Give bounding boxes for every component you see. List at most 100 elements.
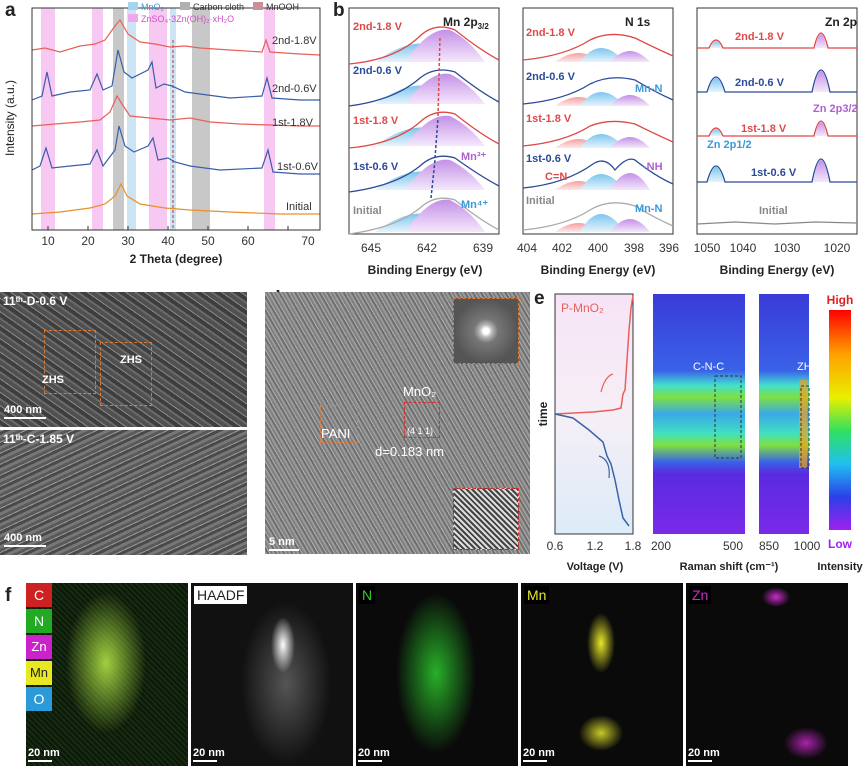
trace-1st-1.8V — [31, 94, 320, 127]
legend-n: N — [26, 609, 52, 633]
eds-haadf-map: HAADF 20 nm — [191, 583, 353, 766]
legend-mn: Mn — [26, 661, 52, 685]
trace-1st-0.6V — [31, 125, 320, 175]
n-trace-label: 1st-1.8 V — [526, 113, 572, 125]
d-spacing-label: d=0.183 nm — [375, 444, 445, 459]
mn-trace-label: 2nd-0.6 V — [353, 65, 403, 77]
xrd-axes — [31, 7, 321, 231]
zn-trace-label: 2nd-0.6 V — [735, 77, 785, 89]
n-label-mn-n-2: Mn-N — [635, 203, 663, 215]
n-trace-label: 1st-0.6 V — [526, 153, 572, 165]
eds-scale: 20 nm — [193, 747, 225, 762]
zhs-box-1 — [44, 330, 96, 394]
mn3-label: Mn³⁺ — [461, 151, 487, 163]
time-ylabel: time — [536, 401, 550, 426]
raman-xlabel: Raman shift (cm⁻¹) — [680, 561, 779, 573]
raman-panel: P-MnO₂ time 0.6 1.2 1.8 Voltage (V) C-N-… — [536, 293, 863, 573]
band-zhs-2 — [92, 8, 103, 230]
sem-top-label: 11ᵗʰ-D-0.6 V — [3, 294, 68, 308]
intensity-colorbar — [829, 310, 851, 530]
mn-xtick: 642 — [417, 241, 437, 255]
mn-trace-label: 1st-0.6 V — [353, 161, 399, 173]
pani-box — [320, 405, 358, 443]
colorbar-label: Intensity — [817, 561, 863, 573]
cnc-label: C-N-C — [693, 361, 724, 373]
voltage-xtick: 1.8 — [625, 539, 642, 553]
band-carbon-2 — [192, 8, 210, 230]
mn-xtick: 639 — [473, 241, 493, 255]
xrd-ylabel: Intensity (a.u.) — [3, 80, 17, 156]
mn-xlabel: Binding Energy (eV) — [368, 263, 483, 277]
n-xtick: 402 — [552, 241, 572, 255]
trace-label: 1st-1.8V — [272, 117, 314, 129]
mn-shift-arrows — [430, 35, 441, 199]
zhs-label: ZHS — [120, 354, 142, 366]
fft-inset — [453, 298, 519, 364]
n-label-nh: -NH — [643, 161, 663, 173]
n-xlabel: Binding Energy (eV) — [541, 263, 656, 277]
zn-xtick: 1040 — [730, 241, 757, 255]
element-legend: C N Zn Mn O — [26, 583, 52, 711]
eds-overlay-map: 20 nm — [26, 583, 188, 766]
eds-scale: 20 nm — [358, 747, 390, 762]
lattice-inset — [453, 488, 519, 550]
n-peaks — [555, 48, 650, 232]
n-label-mn-n: Mn-N — [635, 83, 663, 95]
colorbar-low: Low — [828, 537, 853, 551]
n-envelopes — [522, 33, 674, 231]
mn-envelopes — [348, 26, 500, 235]
legend-swatch-mnooh — [253, 2, 263, 10]
sem-image-top: 11ᵗʰ-D-0.6 V ZHS ZHS 400 nm — [0, 292, 247, 427]
voltage-xlabel: Voltage (V) — [567, 561, 624, 573]
scale-text: 400 nm — [4, 404, 42, 416]
mn-title: Mn 2p3/2 — [443, 15, 489, 31]
sem-top-scale: 400 nm — [4, 404, 46, 419]
zn-trace-label: 2nd-1.8 V — [735, 31, 785, 43]
miller-index: (4 1 1) — [407, 426, 434, 436]
scale-text: 20 nm — [523, 747, 555, 759]
legend-c: C — [26, 583, 52, 607]
legend-zhs: ZnSO₄·3Zn(OH)₂·xH₂O — [141, 14, 234, 24]
discharge-arrow — [598, 455, 610, 479]
hrtem-image: PANI MnO₂ (4 1 1) d=0.183 nm 5 nm — [265, 292, 530, 554]
mn-trace-label: 2nd-1.8 V — [353, 21, 403, 33]
colorbar-high: High — [827, 293, 854, 307]
trace-2nd-0.6V — [31, 49, 320, 101]
zn-peaks — [708, 34, 829, 182]
eds-scale: 20 nm — [523, 747, 555, 762]
xrd-xtick: 70 — [301, 234, 315, 248]
xrd-ticks — [47, 226, 289, 230]
eds-mn-map: Mn 20 nm — [521, 583, 683, 766]
series-label: P-MnO₂ — [561, 301, 604, 315]
zn-title: Zn 2p — [825, 15, 857, 29]
scale-text: 5 nm — [269, 536, 295, 548]
n-title: N 1s — [625, 15, 651, 29]
band-mno2-1 — [127, 8, 136, 230]
mn4-label: Mn⁴⁺ — [461, 199, 488, 211]
scale-text: 20 nm — [688, 747, 720, 759]
panel-letter-a: a — [5, 0, 16, 21]
legend-carbon: Carbon cloth — [193, 2, 244, 12]
raman-xtick: 850 — [759, 539, 779, 553]
sem-bottom-scale: 400 nm — [4, 532, 46, 547]
zn-xlabel: Binding Energy (eV) — [720, 263, 835, 277]
charge-arrow — [600, 373, 614, 393]
zn-trace-label: 1st-1.8 V — [741, 123, 787, 135]
trace-label: 2nd-0.6V — [272, 83, 317, 95]
mno2-box — [404, 402, 440, 438]
xrd-xlabel: 2 Theta (degree) — [130, 252, 223, 266]
scale-text: 20 nm — [28, 747, 60, 759]
map-label-zn: Zn — [689, 586, 712, 604]
zn-trace-label: 1st-0.6 V — [751, 167, 797, 179]
xrd-xtick: 30 — [121, 234, 135, 248]
pani-label: PANI — [321, 426, 351, 441]
band-zhs-1 — [41, 8, 55, 230]
eds-scale: 20 nm — [688, 747, 720, 762]
raman-heatmap-1 — [653, 294, 745, 534]
eds-scale: 20 nm — [28, 747, 60, 762]
sem-bottom-label: 11ᵗʰ-C-1.85 V — [3, 432, 75, 446]
sem-image-bottom: 11ᵗʰ-C-1.85 V 400 nm — [0, 430, 247, 555]
map-label-haadf: HAADF — [194, 586, 248, 604]
band-carbon-1 — [113, 8, 124, 230]
